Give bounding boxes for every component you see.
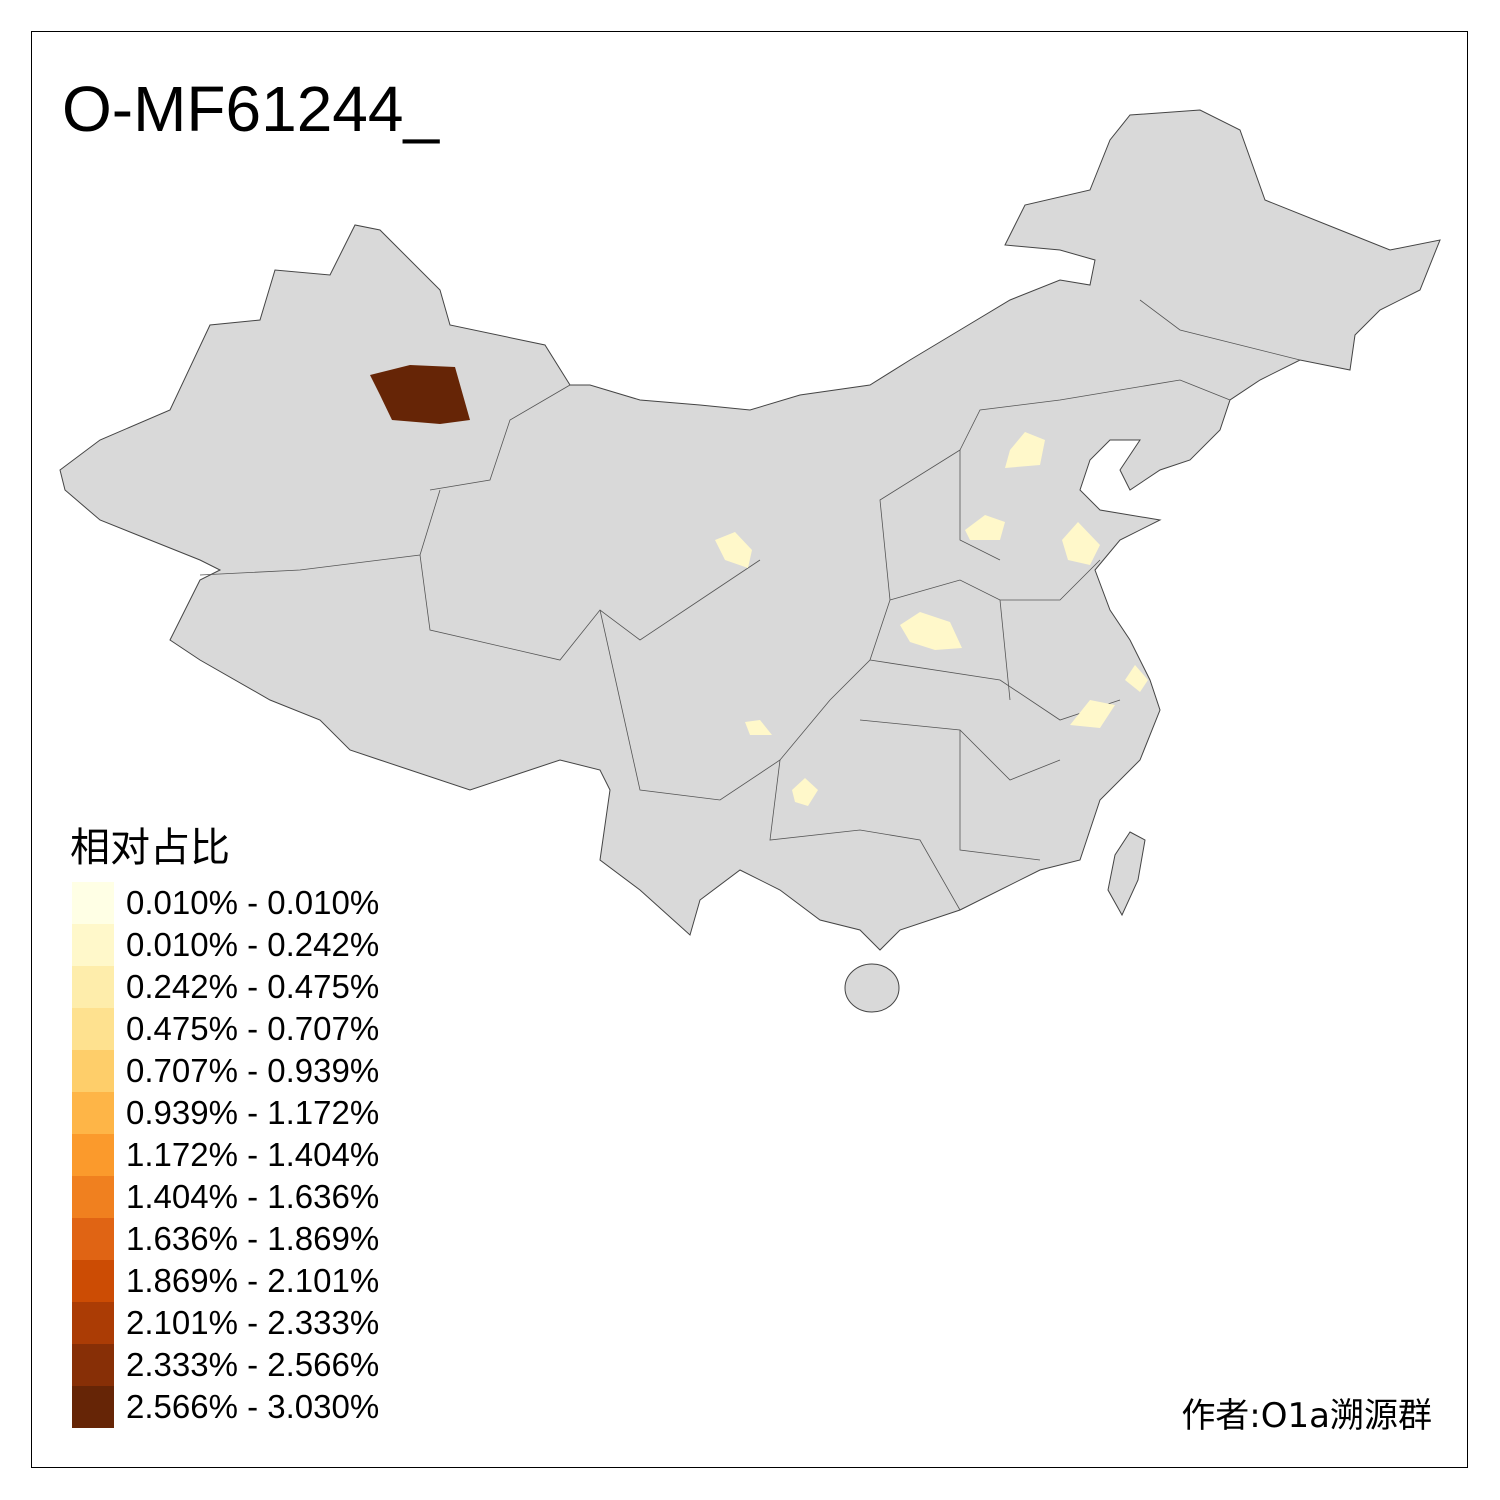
legend-swatch bbox=[72, 882, 114, 924]
region-highlights-low bbox=[715, 432, 1148, 806]
legend-label: 0.242% - 0.475% bbox=[126, 968, 380, 1005]
legend-label: 2.333% - 2.566% bbox=[126, 1346, 380, 1383]
region-highlight-gansu bbox=[715, 532, 752, 568]
region-highlight-hebei bbox=[965, 515, 1005, 540]
legend-swatch bbox=[72, 1218, 114, 1260]
mainland-region bbox=[59, 109, 1441, 951]
legend-swatch bbox=[72, 1344, 114, 1386]
legend-label: 1.636% - 1.869% bbox=[126, 1220, 380, 1257]
legend-item: 0.475% - 0.707% bbox=[72, 1008, 379, 1050]
legend-item: 2.333% - 2.566% bbox=[72, 1344, 379, 1386]
region-highlight-guizhou bbox=[792, 778, 818, 806]
legend-label: 0.010% - 0.242% bbox=[126, 926, 380, 963]
legend-swatch bbox=[72, 1302, 114, 1344]
legend-label: 0.707% - 0.939% bbox=[126, 1052, 380, 1089]
legend-item: 2.566% - 3.030% bbox=[72, 1386, 379, 1428]
legend-item: 0.010% - 0.010% bbox=[72, 882, 379, 924]
province-borders bbox=[199, 299, 1301, 911]
legend-label: 0.010% - 0.010% bbox=[126, 884, 380, 921]
legend-swatch bbox=[72, 1008, 114, 1050]
legend-swatch bbox=[72, 1092, 114, 1134]
author-credit: 作者:O1a溯源群 bbox=[1181, 1396, 1432, 1436]
region-highlight-beijing bbox=[1005, 432, 1045, 468]
legend: 0.010% - 0.010% 0.010% - 0.242% 0.242% - 0… bbox=[72, 882, 379, 1428]
legend-swatch bbox=[72, 1050, 114, 1092]
legend-item: 1.172% - 1.404% bbox=[72, 1134, 379, 1176]
legend-label: 1.869% - 2.101% bbox=[126, 1262, 380, 1299]
region-highlight-xinjiang bbox=[370, 365, 470, 424]
legend-title: 相对占比 bbox=[70, 825, 230, 871]
legend-swatch bbox=[72, 1260, 114, 1302]
region-highlight-zhejiang bbox=[1070, 700, 1115, 728]
legend-item: 0.707% - 0.939% bbox=[72, 1050, 379, 1092]
legend-label: 0.475% - 0.707% bbox=[126, 1010, 380, 1047]
legend-item: 1.404% - 1.636% bbox=[72, 1176, 379, 1218]
legend-item: 2.101% - 2.333% bbox=[72, 1302, 379, 1344]
legend-label: 1.172% - 1.404% bbox=[126, 1136, 380, 1173]
region-highlight-jiangsu bbox=[1125, 665, 1148, 692]
region-highlight-shandong bbox=[1062, 522, 1100, 565]
legend-item: 0.939% - 1.172% bbox=[72, 1092, 379, 1134]
legend-swatch bbox=[72, 1134, 114, 1176]
hainan-region bbox=[844, 963, 900, 1013]
region-highlight-sichuan bbox=[745, 720, 772, 735]
legend-label: 2.101% - 2.333% bbox=[126, 1304, 380, 1341]
legend-label: 0.939% - 1.172% bbox=[126, 1094, 380, 1131]
legend-label: 2.566% - 3.030% bbox=[126, 1388, 380, 1425]
legend-swatch bbox=[72, 966, 114, 1008]
map-title: O-MF61244_ bbox=[62, 73, 440, 145]
legend-swatch bbox=[72, 1176, 114, 1218]
legend-item: 0.010% - 0.242% bbox=[72, 924, 379, 966]
legend-item: 1.869% - 2.101% bbox=[72, 1260, 379, 1302]
legend-item: 0.242% - 0.475% bbox=[72, 966, 379, 1008]
legend-label: 1.404% - 1.636% bbox=[126, 1178, 380, 1215]
legend-swatch bbox=[72, 1386, 114, 1428]
legend-swatch bbox=[72, 924, 114, 966]
legend-item: 1.636% - 1.869% bbox=[72, 1218, 379, 1260]
map-frame bbox=[31, 31, 1468, 1468]
taiwan-region bbox=[1107, 831, 1146, 917]
region-highlight-henan bbox=[900, 612, 962, 650]
